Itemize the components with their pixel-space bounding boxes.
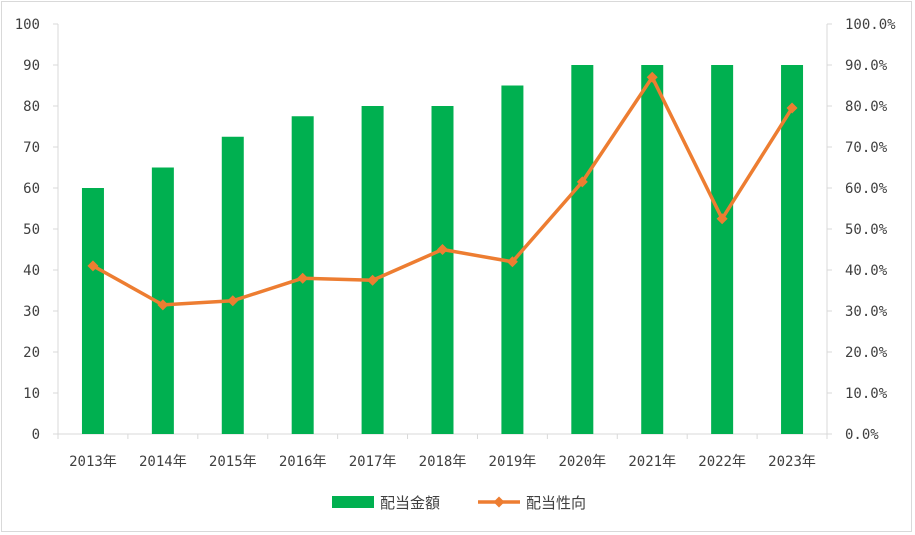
legend-swatch-bar — [332, 496, 374, 508]
y-right-tick-label: 20.0% — [845, 345, 888, 361]
line-point-2014年 — [157, 299, 169, 311]
legend-label-bar: 配当金額 — [380, 494, 440, 512]
y-left-tick-label: 0 — [32, 427, 40, 443]
y-left-tick-label: 50 — [23, 222, 40, 238]
x-tick-label: 2016年 — [279, 454, 327, 470]
legend-label-line: 配当性向 — [526, 494, 586, 512]
y-right-tick-label: 90.0% — [845, 58, 888, 74]
y-left-tick-label: 90 — [23, 58, 40, 74]
bar-2017年 — [361, 106, 384, 434]
line-point-2021年 — [646, 71, 658, 83]
y-left-tick-label: 100 — [15, 17, 40, 33]
y-right-tick-label: 0.0% — [845, 427, 879, 443]
x-tick-label: 2017年 — [349, 454, 397, 470]
line-point-2023年 — [786, 102, 798, 114]
y-left-tick-label: 70 — [23, 140, 40, 156]
x-tick-label: 2014年 — [139, 454, 187, 470]
y-left-tick-label: 40 — [23, 263, 40, 279]
line-point-2018年 — [437, 244, 448, 255]
y-right-tick-label: 70.0% — [845, 140, 888, 156]
y-right-tick-label: 40.0% — [845, 263, 888, 279]
y-right-tick-label: 50.0% — [845, 222, 888, 238]
x-tick-label: 2015年 — [209, 454, 257, 470]
bar-2020年 — [571, 65, 594, 434]
x-tick-label: 2022年 — [698, 454, 746, 470]
line-series — [87, 71, 798, 311]
x-tick-label: 2020年 — [558, 454, 606, 470]
line-point-2013年 — [87, 260, 99, 272]
bar-2022年 — [711, 65, 734, 434]
bar-2023年 — [781, 65, 804, 434]
y-right-tick-label: 60.0% — [845, 181, 888, 197]
y-left-tick-label: 60 — [23, 181, 40, 197]
y-left-tick-label: 20 — [23, 345, 40, 361]
line-point-2022年 — [716, 213, 728, 225]
line-point-2020年 — [576, 176, 588, 188]
axes: 0 10 20 30 40 50 60 70 80 90 100 0.0% 10.0% 20.0% 30.0… — [15, 17, 896, 470]
y-right-tick-label: 80.0% — [845, 99, 888, 115]
bar-2018年 — [431, 106, 454, 434]
y-left-tick-label: 80 — [23, 99, 40, 115]
y-left-tick-label: 30 — [23, 304, 40, 320]
y-right-tick-label: 10.0% — [845, 386, 888, 402]
x-tick-label: 2021年 — [628, 454, 676, 470]
x-tick-label: 2013年 — [69, 454, 117, 470]
x-tick-label: 2023年 — [768, 454, 816, 470]
line-point-2017年 — [367, 274, 379, 286]
line-point-2015年 — [227, 295, 239, 307]
y-left-tick-label: 10 — [23, 386, 40, 402]
legend-marker-line — [493, 496, 505, 508]
line-point-2019年 — [506, 256, 518, 268]
bar-2021年 — [641, 65, 664, 434]
y-right-tick-label: 30.0% — [845, 304, 888, 320]
x-tick-label: 2018年 — [419, 454, 467, 470]
bar-series — [81, 65, 804, 434]
x-tick-label: 2019年 — [489, 454, 537, 470]
line-point-2016年 — [297, 272, 309, 284]
y-right-tick-label: 100.0% — [845, 17, 896, 33]
legend: 配当金額 配当性向 — [332, 494, 586, 512]
bar-2015年 — [221, 136, 244, 434]
bar-2013年 — [81, 188, 104, 434]
